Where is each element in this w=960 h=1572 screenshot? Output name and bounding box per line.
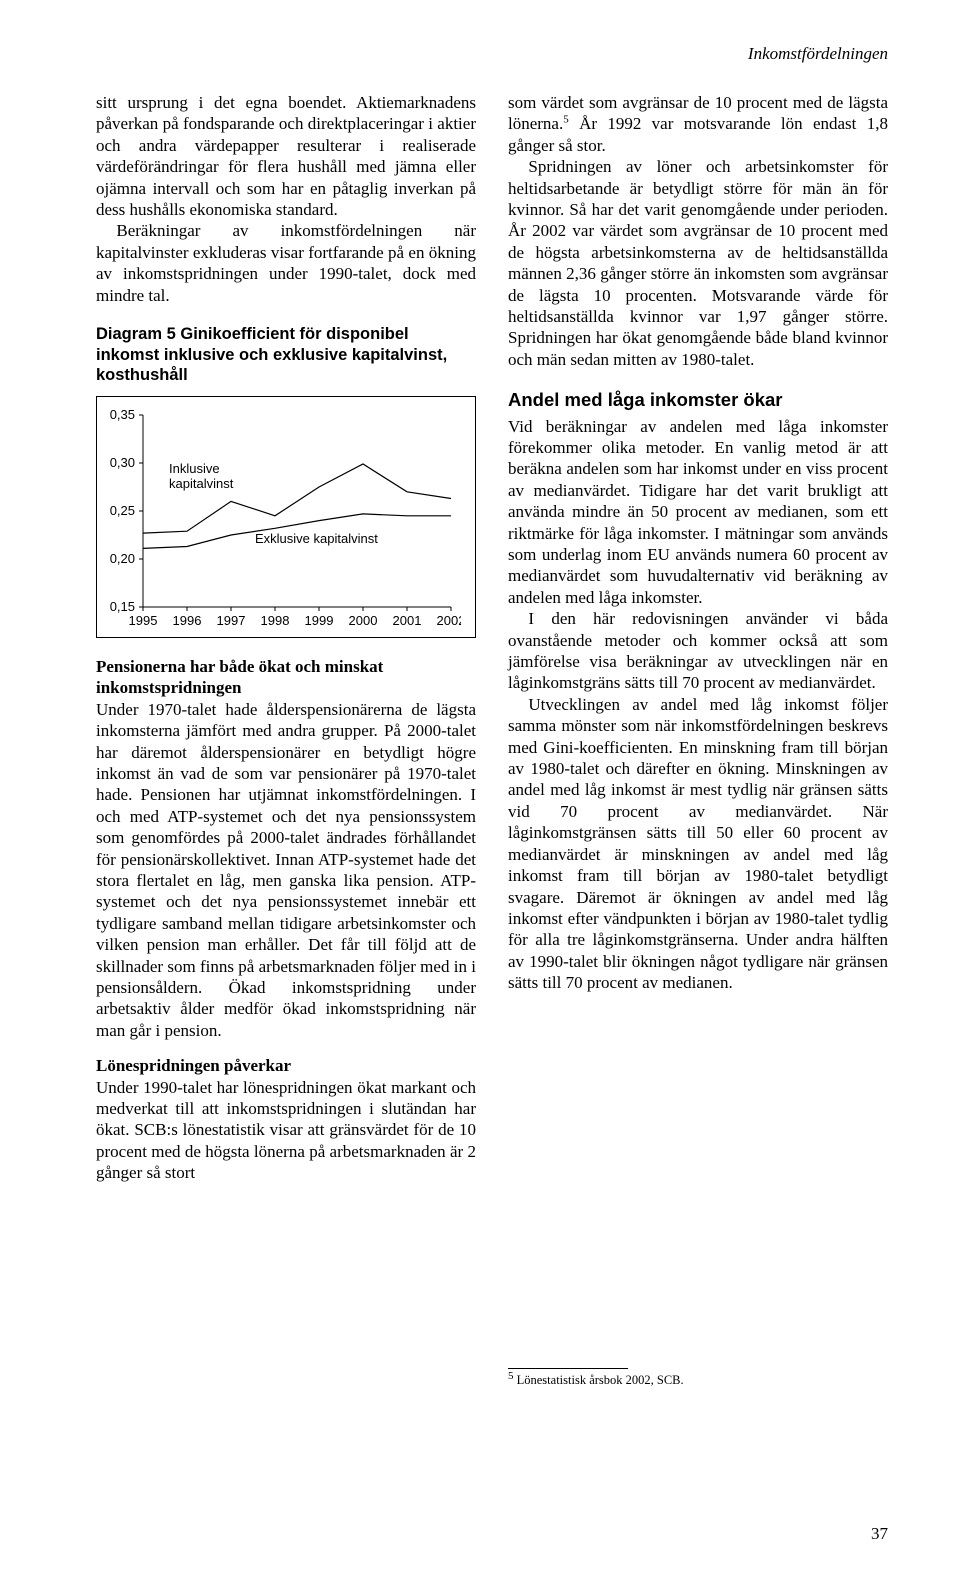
svg-text:0,15: 0,15 [110, 599, 135, 614]
svg-text:2000: 2000 [349, 613, 378, 628]
svg-text:2001: 2001 [393, 613, 422, 628]
footnote: 5 Lönestatistisk årsbok 2002, SCB. [508, 1373, 888, 1388]
two-column-layout: sitt ursprung i det egna boendet. Aktiem… [96, 92, 888, 1388]
svg-text:kapitalvinst: kapitalvinst [169, 476, 234, 491]
svg-text:1999: 1999 [305, 613, 334, 628]
subheading: Lönespridningen påverkar [96, 1055, 476, 1076]
diagram-title: Diagram 5 Ginikoefficient för disponibel… [96, 324, 476, 386]
subheading: Pensionerna har både ökat och minskat in… [96, 656, 476, 699]
svg-text:Exklusive kapitalvinst: Exklusive kapitalvinst [255, 531, 378, 546]
body-paragraph: Spridningen av löner och arbetsinkomster… [508, 156, 888, 370]
section-heading: Andel med låga inkomster ökar [508, 388, 888, 411]
footnote-text: Lönestatistisk årsbok 2002, SCB. [514, 1373, 684, 1387]
body-paragraph: sitt ursprung i det egna boendet. Aktiem… [96, 92, 476, 220]
body-paragraph: Beräkningar av inkomstfördelningen när k… [96, 220, 476, 306]
body-paragraph: Utvecklingen av andel med låg inkomst fö… [508, 694, 888, 994]
svg-text:0,30: 0,30 [110, 455, 135, 470]
body-paragraph: som värdet som avgränsar de 10 procent m… [508, 92, 888, 156]
svg-text:0,35: 0,35 [110, 407, 135, 422]
body-paragraph: Under 1970-talet hade ålderspensionärern… [96, 699, 476, 1042]
footnote-rule [508, 1368, 628, 1369]
running-head: Inkomstfördelningen [96, 44, 888, 64]
spacer [96, 1041, 476, 1055]
page-number: 37 [871, 1524, 888, 1544]
right-column: som värdet som avgränsar de 10 procent m… [508, 92, 888, 1388]
page: Inkomstfördelningen sitt ursprung i det … [0, 0, 960, 1572]
spacer [508, 994, 888, 1354]
svg-text:1996: 1996 [173, 613, 202, 628]
line-chart: 0,15 0,20 0,25 0,30 0,35 1995 1996 1997 1998 1999… [105, 405, 461, 631]
body-paragraph: I den här redovisningen använder vi båda… [508, 608, 888, 694]
svg-text:1998: 1998 [261, 613, 290, 628]
svg-text:2002: 2002 [437, 613, 461, 628]
body-paragraph: Vid beräkningar av andelen med låga inko… [508, 416, 888, 609]
svg-text:0,25: 0,25 [110, 503, 135, 518]
left-column: sitt ursprung i det egna boendet. Aktiem… [96, 92, 476, 1388]
svg-text:1995: 1995 [129, 613, 158, 628]
chart-container: 0,15 0,20 0,25 0,30 0,35 1995 1996 1997 1998 1999… [96, 396, 476, 638]
svg-text:Inklusive: Inklusive [169, 461, 220, 476]
body-paragraph: Under 1990-talet har lönespridningen öka… [96, 1077, 476, 1184]
svg-text:0,20: 0,20 [110, 551, 135, 566]
svg-text:1997: 1997 [217, 613, 246, 628]
